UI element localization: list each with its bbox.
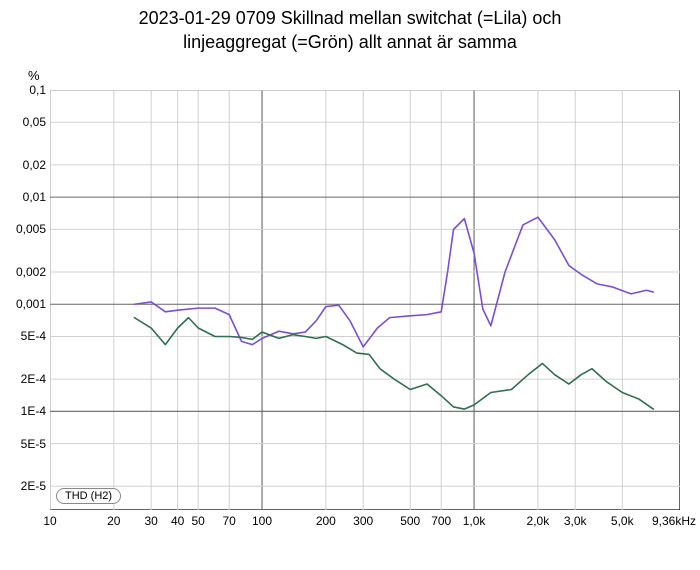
x-tick-label: 50 [192, 514, 205, 528]
y-tick-label: 1E-4 [4, 404, 46, 418]
y-tick-label: 5E-5 [4, 437, 46, 451]
y-tick-label: 2E-5 [4, 479, 46, 493]
y-tick-label: 0,01 [4, 190, 46, 204]
x-tick-label: 3,0k [564, 514, 587, 528]
x-tick-label: 10 [43, 514, 56, 528]
y-tick-label: 5E-4 [4, 329, 46, 343]
chart-title-line2: linjeaggregat (=Grön) allt annat är samm… [0, 32, 700, 53]
y-tick-label: 0,1 [4, 83, 46, 97]
x-tick-label: 300 [353, 514, 373, 528]
x-axis-unit: 9,36kHz [652, 514, 696, 528]
y-axis-unit: % [28, 68, 40, 83]
y-tick-label: 0,05 [4, 115, 46, 129]
plot-area [50, 90, 680, 510]
x-tick-label: 2,0k [527, 514, 550, 528]
x-tick-label: 100 [252, 514, 272, 528]
x-tick-label: 40 [171, 514, 184, 528]
x-tick-label: 70 [222, 514, 235, 528]
x-tick-label: 20 [107, 514, 120, 528]
x-tick-label: 500 [400, 514, 420, 528]
y-tick-label: 0,001 [4, 297, 46, 311]
x-tick-label: 700 [431, 514, 451, 528]
y-tick-label: 2E-4 [4, 372, 46, 386]
x-tick-label: 1,0k [463, 514, 486, 528]
y-tick-label: 0,002 [4, 265, 46, 279]
y-tick-label: 0,02 [4, 158, 46, 172]
chart-title-line1: 2023-01-29 0709 Skillnad mellan switchat… [0, 8, 700, 29]
x-tick-label: 30 [144, 514, 157, 528]
x-tick-label: 200 [316, 514, 336, 528]
thd-chart: 2023-01-29 0709 Skillnad mellan switchat… [0, 0, 700, 570]
series-badge: THD (H2) [56, 488, 121, 504]
x-tick-label: 5,0k [611, 514, 634, 528]
y-tick-label: 0,005 [4, 222, 46, 236]
